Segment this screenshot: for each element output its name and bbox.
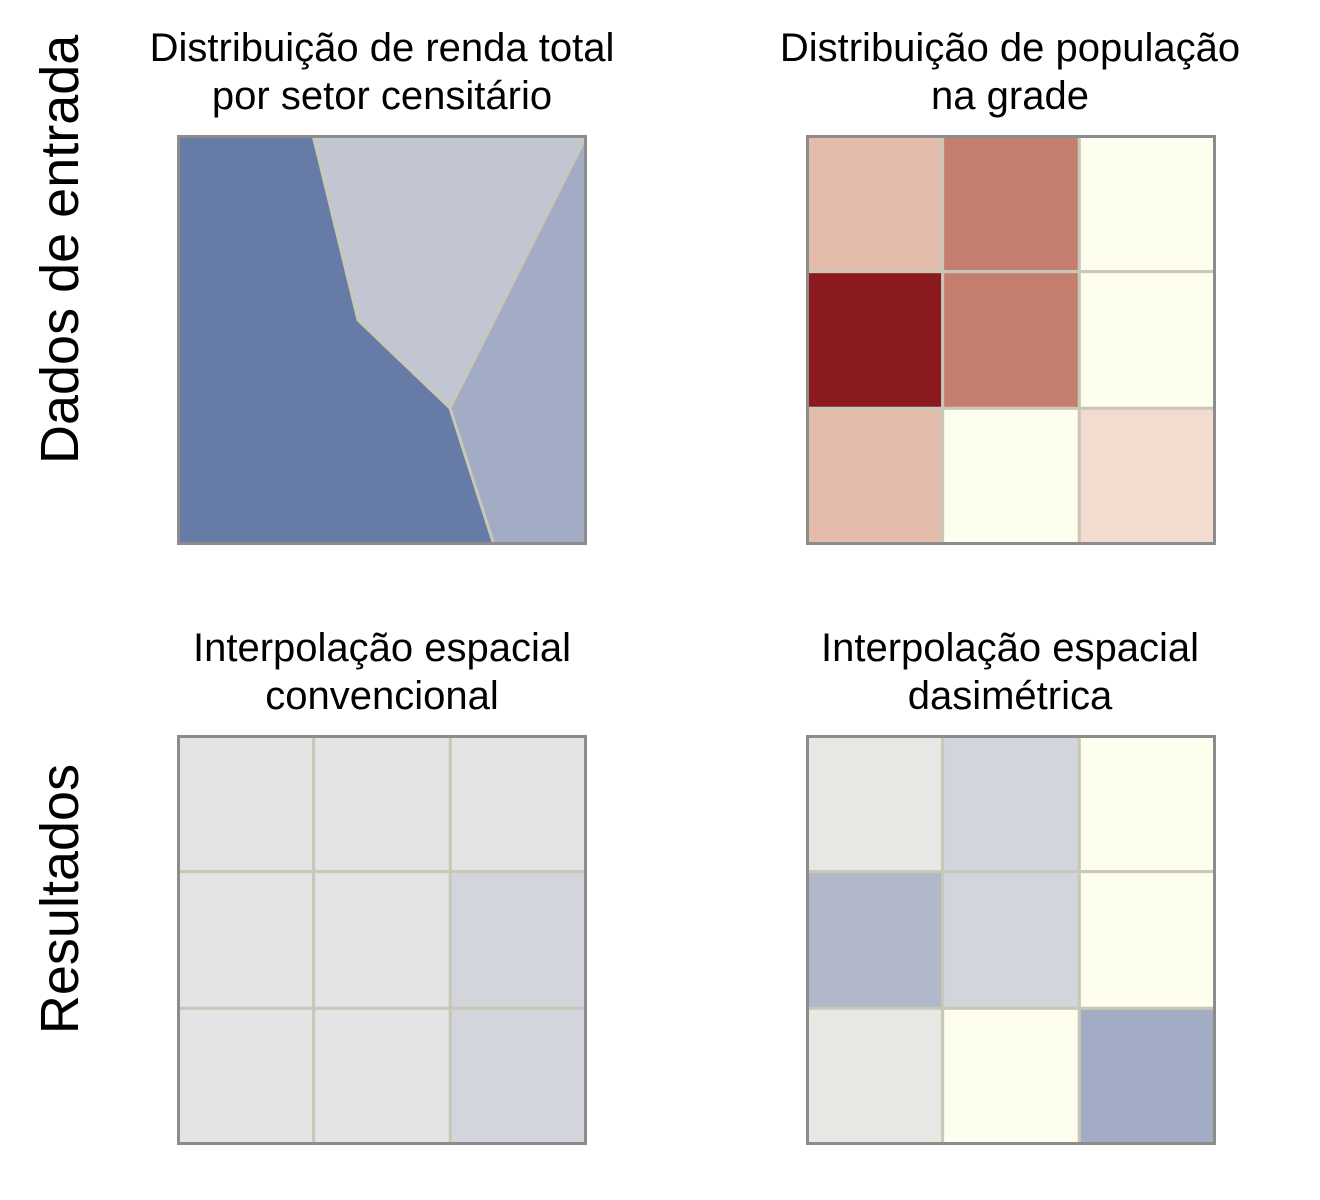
conventional-grid-map <box>177 735 587 1145</box>
grid-cell <box>448 735 587 874</box>
panel-title-population: Distribuição de população na grade <box>779 26 1241 118</box>
grid-cell <box>941 270 1081 410</box>
income-tract-map <box>177 135 587 545</box>
grid-cell <box>448 870 587 1010</box>
grid-cell <box>941 406 1081 545</box>
row-label-input-data: Dados de entrada <box>30 34 90 464</box>
grid-cell <box>806 135 945 274</box>
map-frame <box>177 735 587 1145</box>
grid-cell <box>1077 270 1216 410</box>
grid-cell <box>1077 735 1216 874</box>
grid-cell <box>1077 870 1216 1010</box>
grid-cell <box>312 735 452 874</box>
grid-cell <box>1077 406 1216 545</box>
grid-cell <box>941 735 1081 874</box>
map-frame <box>806 135 1216 545</box>
tract-top <box>313 135 587 408</box>
dasymetric-grid-map <box>806 735 1216 1145</box>
map-frame <box>177 135 587 545</box>
grid-cell <box>1077 1006 1216 1145</box>
population-grid-map <box>806 135 1216 545</box>
grid-cell <box>941 135 1081 274</box>
grid-cell <box>806 735 945 874</box>
tract-borders <box>311 135 496 545</box>
tract-right <box>450 135 587 545</box>
tract-left <box>177 135 494 545</box>
grid-cell <box>941 1006 1081 1145</box>
grid-cell <box>448 1006 587 1145</box>
panel-title-dasymetric: Interpolação espacial dasimétrica <box>820 626 1200 718</box>
grid-cell <box>941 870 1081 1010</box>
grid-cell <box>806 870 945 1010</box>
grid-cell <box>806 270 945 410</box>
tract-borders <box>448 135 587 409</box>
grid-cell <box>312 870 452 1010</box>
grid-cell <box>177 870 316 1010</box>
grid-cell <box>177 1006 316 1145</box>
grid-cell <box>1077 135 1216 274</box>
panel-title-income: Distribuição de renda total por setor ce… <box>149 26 615 118</box>
grid-cell <box>312 1006 452 1145</box>
map-frame <box>806 735 1216 1145</box>
grid-cell <box>806 1006 945 1145</box>
panel-title-conventional: Interpolação espacial convencional <box>192 626 572 718</box>
grid-cell <box>177 735 316 874</box>
grid-cell <box>806 406 945 545</box>
row-label-results: Resultados <box>30 763 90 1035</box>
